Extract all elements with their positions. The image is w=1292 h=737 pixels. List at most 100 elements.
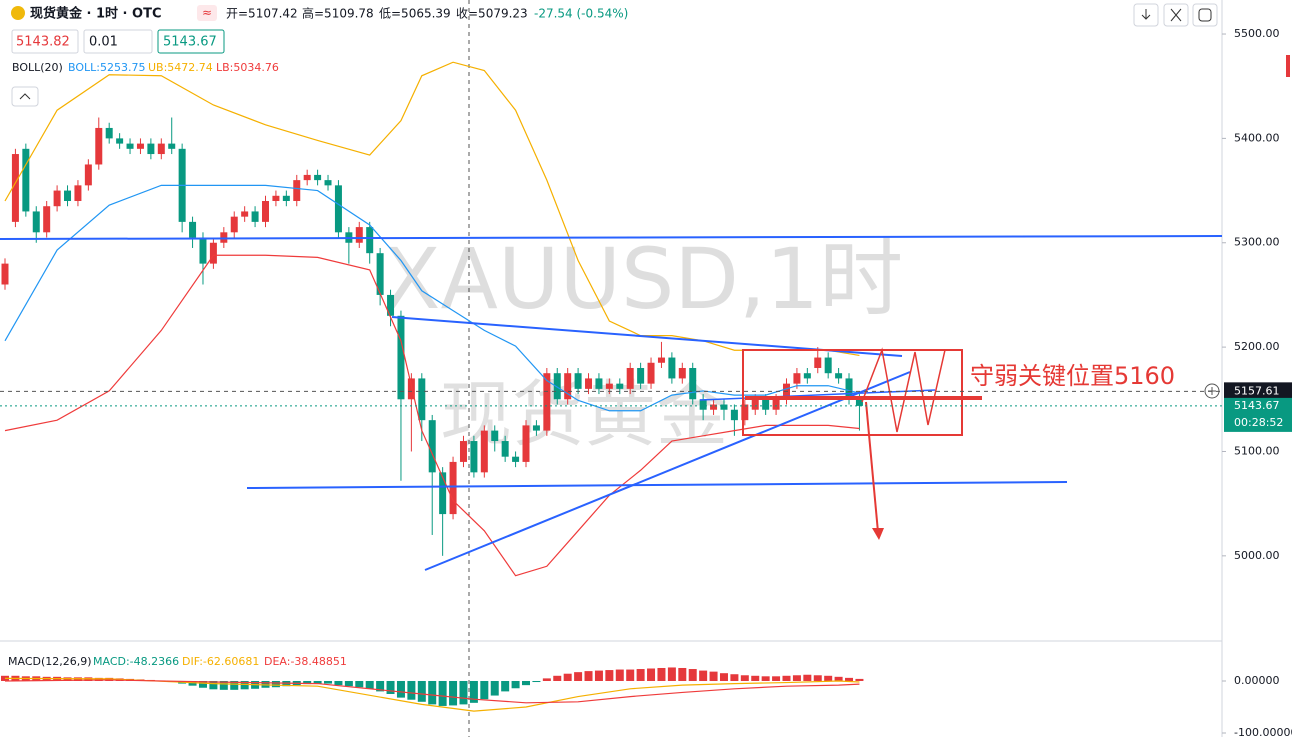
histogram-bar — [230, 680, 239, 690]
candle-body — [397, 315, 405, 400]
last-price-label: 5143.67 — [1234, 399, 1280, 412]
histogram-bar — [667, 667, 676, 681]
candle-body — [824, 357, 832, 374]
histogram-bar — [719, 673, 728, 681]
candle-body — [105, 127, 113, 139]
histogram-bar — [449, 680, 458, 706]
tool-button[interactable] — [1192, 3, 1218, 27]
candle-body — [772, 399, 780, 410]
candle-body — [366, 227, 374, 254]
histogram-bar — [209, 680, 218, 690]
candle-body — [543, 373, 551, 431]
ohlc-value: 低=5065.39 — [379, 7, 451, 21]
candle-body — [428, 420, 436, 473]
candle-body — [11, 154, 19, 222]
icon — [1198, 8, 1212, 22]
candle-body — [564, 373, 572, 400]
candle-body — [53, 190, 61, 207]
candle-body — [532, 425, 540, 431]
candle-body — [845, 378, 853, 400]
indicator-legend: BOLL(20) — [12, 61, 63, 74]
histogram-bar — [615, 669, 624, 681]
candle-body — [657, 357, 665, 363]
histogram-bar — [344, 680, 353, 687]
candle-body — [803, 373, 811, 379]
chevron — [19, 93, 31, 100]
histogram-bar — [490, 680, 499, 696]
indicator-line — [4, 254, 860, 577]
candle-body — [793, 373, 801, 384]
candle-body — [595, 378, 603, 389]
candle-body — [470, 441, 478, 473]
candle-body — [324, 180, 332, 186]
histogram-bar — [803, 674, 812, 681]
histogram-bar — [636, 669, 645, 681]
candle-body — [418, 378, 426, 421]
candle-body — [647, 362, 655, 384]
toolbar: ≈ 现货黄金 · 1时 · OTC 开=5107.42 高=5109.78 低=506… — [8, 3, 1290, 668]
change-value: -27.54 (-0.54%) — [534, 7, 628, 21]
candle-body — [230, 216, 238, 233]
input-box[interactable] — [157, 29, 225, 54]
histogram-bar — [511, 680, 520, 689]
histogram-bar — [813, 675, 822, 681]
candle-body — [272, 195, 280, 202]
candle-body — [522, 425, 530, 462]
histogram-bar — [480, 680, 489, 700]
candle-body — [814, 357, 822, 368]
candle-body — [189, 221, 197, 238]
countdown-label: 00:28:52 — [1234, 416, 1283, 429]
histogram-bar — [219, 680, 228, 690]
histogram-bar — [459, 680, 468, 705]
input-value: 5143.82 — [16, 35, 70, 50]
candle-body — [355, 227, 363, 243]
histogram-bar — [699, 670, 708, 681]
candle-body — [699, 399, 707, 410]
candle-body — [199, 237, 207, 264]
candle-body — [147, 143, 155, 155]
symbol-icon — [11, 6, 25, 20]
input-value: 5143.67 — [163, 35, 217, 50]
histogram-bar — [522, 680, 530, 686]
candle-body — [585, 378, 593, 389]
histogram-bar — [532, 680, 541, 683]
histogram-bar — [198, 680, 207, 688]
drawings — [0, 235, 1223, 571]
input-box[interactable] — [83, 29, 153, 54]
candle-body — [334, 185, 342, 233]
histogram-bar — [542, 678, 551, 681]
icon — [1170, 8, 1182, 22]
indicator-legend: BOLL:5253.75 — [68, 61, 145, 74]
histogram-bar — [730, 674, 739, 681]
indicator-legend: MACD(12,26,9) — [8, 655, 92, 668]
candle-body — [439, 472, 447, 515]
histogram-bar — [188, 680, 197, 686]
candle-body — [605, 383, 613, 389]
y-tick-label: 5500.00 — [1234, 27, 1280, 40]
candle-body — [407, 378, 415, 400]
histogram-bar — [386, 680, 395, 694]
candle-body — [480, 430, 488, 473]
ohlc-value: 高=5109.78 — [302, 6, 374, 21]
path-projection — [861, 347, 946, 433]
histogram-bar — [563, 673, 572, 681]
trend-line — [424, 371, 911, 571]
candle-body — [314, 174, 322, 181]
collapse-button[interactable] — [11, 86, 39, 107]
histogram-bar — [845, 677, 854, 681]
candle-body — [209, 242, 217, 264]
candle-body — [251, 211, 259, 222]
histogram-bar — [303, 680, 312, 685]
candle-body — [157, 143, 165, 155]
histogram-bar — [709, 671, 718, 681]
trend-line — [0, 235, 1223, 240]
candle-body — [491, 430, 499, 442]
candle-body — [730, 409, 738, 421]
histogram-bar — [647, 668, 656, 681]
trend-line — [246, 481, 1068, 489]
candle-body — [1, 263, 9, 285]
indicator-line — [4, 679, 860, 704]
input-box[interactable] — [11, 29, 79, 54]
